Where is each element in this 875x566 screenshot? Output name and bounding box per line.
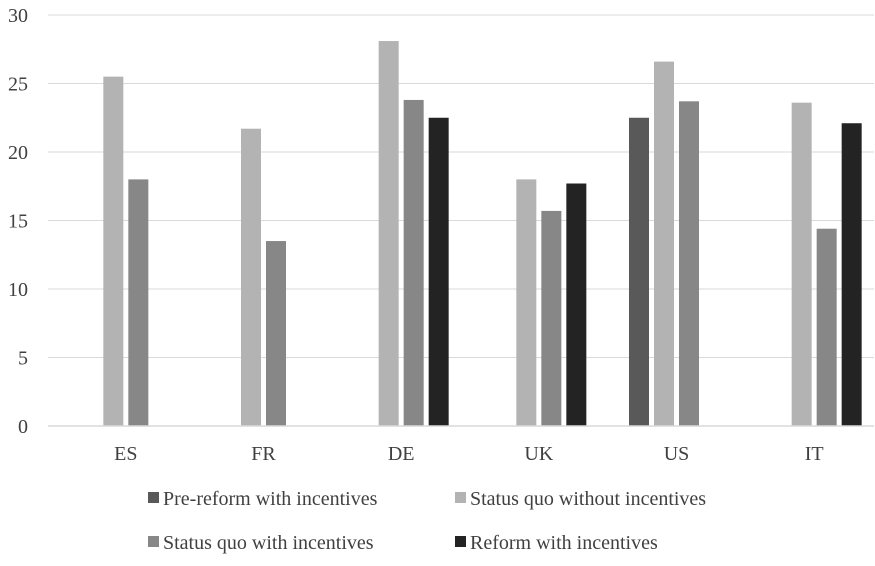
gridlines	[48, 14, 874, 358]
bar-de-series-4	[428, 117, 449, 426]
legend-item: Pre-reform with incentives	[148, 488, 378, 510]
y-tick-label: 20	[8, 142, 28, 164]
legend-label: Reform with incentives	[470, 532, 658, 554]
bar-es-series-2	[103, 76, 124, 427]
bar-uk-series-3	[541, 210, 562, 426]
bar-it-series-3	[816, 228, 837, 426]
legend-swatch	[455, 536, 466, 547]
legend-item: Status quo with incentives	[148, 532, 374, 554]
bar-fr-series-2	[241, 128, 261, 426]
x-tick-label: ES	[114, 443, 137, 465]
legend-label: Status quo with incentives	[163, 532, 374, 554]
bar-de-series-2	[378, 41, 399, 426]
legend-swatch	[455, 492, 466, 503]
legend-swatch	[148, 492, 159, 503]
x-tick-label: DE	[388, 443, 415, 465]
bar-de-series-3	[403, 99, 424, 426]
bar-fr-series-3	[266, 241, 286, 426]
legend-label: Pre-reform with incentives	[163, 488, 378, 510]
x-tick-label: US	[664, 443, 690, 465]
bar-es-series-3	[128, 179, 149, 426]
bar-us-series-2	[654, 61, 674, 427]
bar-it-series-4	[841, 123, 862, 426]
x-tick-label: IT	[805, 443, 824, 465]
bar-us-series-1	[629, 117, 649, 426]
bar-uk-series-2	[516, 179, 537, 426]
y-tick-label: 15	[8, 211, 28, 233]
bars	[103, 41, 862, 427]
y-tick-label: 25	[8, 74, 28, 96]
y-tick-label: 30	[8, 5, 28, 27]
legend-item: Reform with incentives	[455, 532, 658, 554]
legend: Pre-reform with incentives Status quo wit…	[148, 488, 706, 554]
y-tick-label: 0	[18, 416, 28, 438]
legend-item: Status quo without incentives	[455, 488, 706, 510]
y-tick-label: 5	[18, 348, 28, 370]
y-axis-tick-labels: 0 5 10 15 20 25 30	[8, 5, 28, 438]
bar-uk-series-4	[566, 183, 587, 426]
bar-it-series-2	[791, 102, 812, 427]
legend-swatch	[148, 536, 159, 547]
x-axis: ES FR DE UK US IT	[48, 425, 874, 465]
legend-label: Status quo without incentives	[470, 488, 706, 510]
x-tick-label: FR	[251, 443, 276, 465]
y-tick-label: 10	[8, 279, 28, 301]
x-tick-label: UK	[524, 443, 553, 465]
bar-us-series-3	[679, 101, 699, 426]
